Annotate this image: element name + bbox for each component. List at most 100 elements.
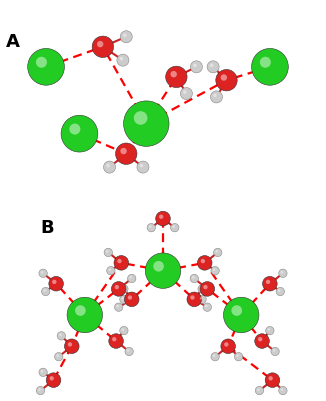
Circle shape [278, 289, 280, 292]
Circle shape [46, 373, 61, 387]
Circle shape [236, 354, 239, 357]
Circle shape [234, 352, 243, 361]
Circle shape [183, 90, 187, 94]
Circle shape [281, 271, 283, 273]
Circle shape [147, 223, 156, 232]
Circle shape [216, 69, 237, 91]
Circle shape [67, 297, 103, 333]
Circle shape [252, 49, 288, 85]
Circle shape [117, 259, 122, 263]
Circle shape [38, 388, 41, 391]
Circle shape [109, 268, 111, 271]
Circle shape [43, 289, 46, 292]
Circle shape [122, 328, 124, 331]
Circle shape [193, 63, 197, 67]
Circle shape [213, 93, 217, 97]
Circle shape [28, 49, 65, 85]
Circle shape [166, 66, 187, 87]
Circle shape [109, 334, 123, 348]
Circle shape [123, 33, 126, 37]
Text: A: A [6, 33, 20, 51]
Circle shape [190, 61, 202, 73]
Circle shape [257, 388, 259, 391]
Circle shape [127, 274, 136, 283]
Circle shape [120, 326, 128, 335]
Circle shape [36, 387, 45, 395]
Circle shape [97, 41, 103, 47]
Circle shape [153, 261, 164, 271]
Circle shape [115, 285, 119, 289]
Circle shape [120, 148, 127, 154]
Circle shape [61, 115, 98, 152]
Circle shape [198, 255, 212, 270]
Circle shape [268, 328, 270, 331]
Circle shape [120, 295, 128, 304]
Circle shape [104, 248, 112, 257]
Circle shape [273, 349, 275, 352]
Circle shape [128, 295, 132, 300]
Circle shape [112, 337, 116, 341]
Circle shape [39, 368, 47, 377]
Circle shape [192, 276, 195, 279]
Circle shape [281, 388, 283, 391]
Circle shape [52, 279, 56, 284]
Circle shape [127, 349, 129, 352]
Circle shape [41, 370, 43, 373]
Circle shape [120, 57, 123, 61]
Circle shape [266, 279, 270, 284]
Circle shape [36, 57, 47, 68]
Circle shape [211, 91, 222, 103]
Circle shape [39, 269, 47, 277]
Circle shape [190, 295, 195, 300]
Circle shape [114, 255, 128, 270]
Circle shape [137, 161, 149, 173]
Circle shape [54, 352, 63, 361]
Circle shape [120, 285, 128, 293]
Circle shape [41, 271, 43, 273]
Circle shape [68, 342, 72, 346]
Circle shape [49, 276, 64, 291]
Circle shape [265, 373, 280, 387]
Circle shape [221, 74, 227, 81]
Circle shape [221, 339, 235, 354]
Circle shape [159, 215, 163, 219]
Circle shape [106, 164, 110, 167]
Circle shape [140, 164, 143, 167]
Circle shape [114, 303, 123, 311]
Circle shape [279, 269, 287, 277]
Circle shape [213, 354, 215, 357]
Circle shape [211, 267, 219, 275]
Circle shape [260, 57, 271, 68]
Circle shape [116, 305, 119, 308]
Circle shape [200, 282, 215, 296]
Circle shape [201, 259, 205, 263]
Text: B: B [40, 219, 54, 237]
Circle shape [65, 339, 79, 354]
Circle shape [271, 347, 279, 356]
Circle shape [170, 223, 179, 232]
Circle shape [111, 282, 126, 296]
Circle shape [224, 342, 229, 346]
Circle shape [255, 334, 269, 348]
Circle shape [268, 376, 273, 381]
Circle shape [41, 288, 50, 296]
Circle shape [214, 248, 222, 257]
Circle shape [190, 274, 199, 283]
Circle shape [104, 161, 115, 173]
Circle shape [223, 297, 259, 333]
Circle shape [200, 287, 202, 289]
Circle shape [276, 288, 285, 296]
Circle shape [156, 211, 170, 226]
Circle shape [122, 287, 124, 289]
Circle shape [187, 292, 201, 307]
Circle shape [203, 303, 212, 311]
Circle shape [120, 31, 132, 43]
Circle shape [129, 276, 132, 279]
Circle shape [207, 61, 219, 73]
Circle shape [198, 285, 206, 293]
Circle shape [106, 250, 109, 253]
Circle shape [279, 387, 287, 395]
Circle shape [92, 36, 113, 57]
Circle shape [210, 63, 214, 67]
Circle shape [122, 297, 124, 300]
